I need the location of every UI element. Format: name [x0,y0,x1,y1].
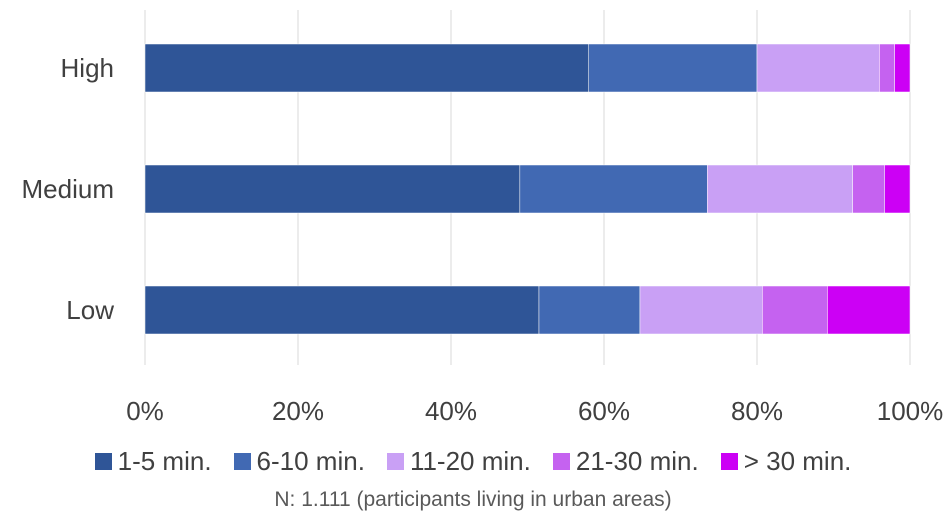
legend-item-1-5: 1-5 min. [94,446,212,477]
x-tick-label: 20% [272,396,324,426]
bar-segment [538,285,641,335]
category-label: High [61,53,114,83]
bar-segment [756,43,880,93]
legend-label-1-5: 1-5 min. [117,446,212,476]
bar-segment [639,285,763,335]
legend: 1-5 min. 6-10 min. 11-20 min. 21-30 min.… [0,446,946,477]
legend-item-21-30: 21-30 min. [552,446,699,477]
bar-segment [707,164,853,214]
legend-swatch-21-30 [552,453,570,470]
legend-label-over-30: > 30 min. [743,446,852,476]
bar-segment [588,43,758,93]
category-label: Low [66,295,114,325]
bar-segment [894,43,911,93]
legend-label-11-20: 11-20 min. [409,446,531,476]
bar-segment [884,164,911,214]
bar-segment [144,285,540,335]
bar-segment [852,164,886,214]
bar-segment [879,43,895,93]
legend-item-over-30: > 30 min. [720,446,852,477]
legend-swatch-6-10 [233,453,251,470]
bar-segment [144,164,521,214]
legend-swatch-11-20 [386,453,404,470]
x-tick-label: 60% [578,396,630,426]
legend-swatch-over-30 [720,453,738,470]
chart-plot: 0% 20% 40% 60% 80% 100% High Medium Low [22,10,944,426]
sample-note: N: 1.111 (participants living in urban a… [274,488,672,511]
bar-segment [827,285,911,335]
legend-label-21-30: 21-30 min. [575,446,699,476]
x-tick-label: 0% [126,396,164,426]
bar-segment [762,285,828,335]
legend-item-6-10: 6-10 min. [233,446,365,477]
legend-item-11-20: 11-20 min. [386,446,531,477]
legend-label-6-10: 6-10 min. [256,446,365,476]
bar-segment [519,164,708,214]
x-tick-label: 100% [877,396,944,426]
x-tick-label: 80% [731,396,783,426]
legend-swatch-1-5 [94,453,112,470]
bar-segment [144,43,589,93]
category-label: Medium [22,174,114,204]
x-tick-label: 40% [425,396,477,426]
